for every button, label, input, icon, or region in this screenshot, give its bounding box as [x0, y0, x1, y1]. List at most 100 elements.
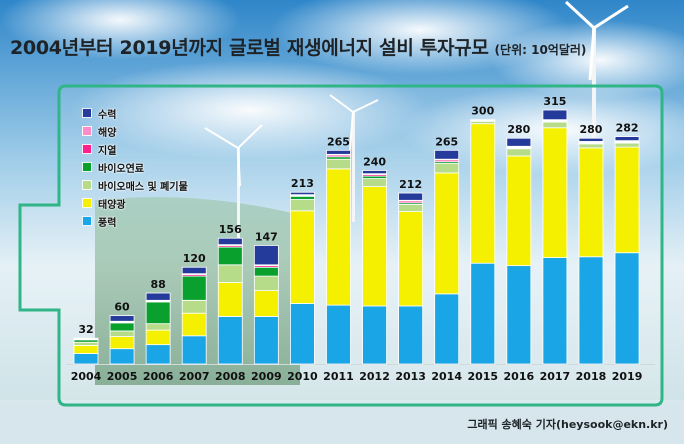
bar-segment-2004-series-0 [73, 353, 99, 365]
legend-item: 태양광 [82, 194, 188, 212]
bar-segment-2007-series-1 [181, 312, 207, 337]
bar-segment-2017-series-6 [542, 109, 568, 121]
bar-segment-2010-series-1 [290, 210, 315, 304]
bar-segment-2008-series-0 [217, 316, 243, 365]
legend-item: 수력 [82, 104, 188, 122]
legend-swatch [82, 180, 92, 190]
bar-segment-2009-series-2 [253, 275, 279, 292]
total-label-2012: 240 [363, 155, 386, 168]
bar-segment-2004-series-1 [73, 345, 99, 354]
x-tick-label-2017: 2017 [540, 370, 571, 383]
total-label-2005: 60 [114, 301, 130, 314]
bar-segment-2004-series-6 [73, 337, 99, 340]
bar-segment-2011-series-2 [326, 158, 351, 170]
bottom-band [0, 400, 684, 444]
bar-segment-2017-series-0 [542, 257, 568, 365]
bar-segment-2006-series-0 [145, 344, 171, 365]
bar-segment-2012-series-1 [362, 186, 387, 307]
bar-segment-2007-series-3 [181, 275, 207, 301]
legend-label: 태양광 [98, 199, 126, 211]
bar-segment-2011-series-0 [326, 304, 351, 365]
bar-segment-2019-series-0 [614, 252, 640, 365]
bar-segment-2016-series-2 [506, 148, 532, 157]
total-label-2009: 147 [255, 230, 278, 243]
total-label-2016: 280 [507, 123, 530, 136]
bar-segment-2013-series-0 [398, 305, 424, 365]
bar-segment-2006-series-6 [145, 292, 171, 301]
legend-swatch [82, 216, 92, 226]
bar-segment-2013-series-2 [398, 203, 424, 212]
cloud [490, 20, 684, 100]
legend-item: 바이오연료 [82, 158, 188, 176]
bar-segment-2019-series-1 [614, 146, 640, 254]
x-tick-label-2011: 2011 [323, 370, 354, 383]
bar-segment-2014-series-0 [434, 293, 460, 365]
bar-segment-2018-series-2 [578, 143, 604, 149]
chart-title: 2004년부터 2019년까지 글로벌 재생에너지 설비 투자규모 [10, 37, 489, 59]
bar-segment-2005-series-1 [109, 336, 135, 350]
bar-segment-2018-series-1 [578, 147, 604, 258]
x-tick-label-2014: 2014 [431, 370, 462, 383]
bar-segment-2013-series-6 [398, 192, 424, 201]
bar-segment-2019-series-6 [614, 136, 640, 142]
total-label-2011: 265 [327, 135, 350, 148]
bar-segment-2009-series-3 [253, 266, 279, 277]
bar-segment-2017-series-2 [542, 121, 568, 129]
legend-label: 바이오매스 및 폐기물 [98, 181, 188, 193]
total-label-2019: 282 [616, 122, 639, 135]
bar-segment-2008-series-6 [217, 237, 243, 246]
unit-note: (단위: 10억달러) [494, 43, 587, 57]
wind-turbine-icon [329, 94, 379, 222]
graphic-credit: 그래픽 송혜숙 기자(heysook@ekn.kr) [467, 418, 668, 431]
x-tick-label-2018: 2018 [576, 370, 607, 383]
legend-item: 지열 [82, 140, 188, 158]
bar-segment-2011-series-1 [326, 168, 351, 306]
wind-turbine-icon [204, 124, 263, 240]
bar-segment-2015-series-1 [470, 123, 496, 264]
legend-label: 해양 [98, 127, 117, 139]
bar-segment-2007-series-0 [181, 335, 207, 365]
x-tick-label-2009: 2009 [251, 370, 282, 383]
bar-segment-2006-series-1 [145, 329, 171, 346]
total-label-2010: 213 [291, 177, 314, 190]
x-tick-label-2012: 2012 [359, 370, 390, 383]
total-label-2013: 212 [399, 178, 422, 191]
total-label-2007: 120 [183, 252, 206, 265]
bar-segment-2006-series-3 [145, 301, 171, 325]
bar-segment-2005-series-2 [109, 330, 135, 337]
bar-segment-2016-series-0 [506, 265, 532, 365]
bar-segment-2004-series-2 [73, 341, 99, 346]
bar-segment-2008-series-3 [217, 246, 243, 266]
bar-segment-2012-series-6 [362, 170, 387, 175]
legend-item: 풍력 [82, 212, 188, 230]
bar-segment-2015-series-0 [470, 262, 496, 365]
x-tick-label-2004: 2004 [71, 370, 102, 383]
legend-swatch [82, 144, 92, 154]
legend-label: 바이오연료 [98, 163, 144, 175]
bar-segment-2010-series-2 [290, 199, 315, 212]
bar-segment-2014-series-1 [434, 172, 460, 295]
legend-swatch [82, 126, 92, 136]
bar-segment-2015-series-5 [470, 119, 496, 121]
bar-segment-2009-series-6 [253, 245, 279, 266]
x-tick-label-2008: 2008 [215, 370, 246, 383]
bar-segment-2018-series-0 [578, 256, 604, 365]
bar-segment-2006-series-2 [145, 323, 171, 331]
total-label-2006: 88 [150, 278, 165, 291]
bar-segment-2012-series-2 [362, 178, 387, 188]
bar-segment-2014-series-2 [434, 162, 460, 174]
bar-segment-2011-series-6 [326, 149, 351, 155]
bar-segment-2010-series-3 [290, 195, 315, 200]
legend-item: 바이오매스 및 폐기물 [82, 176, 188, 194]
bar-segment-2013-series-1 [398, 211, 424, 307]
bar-segment-2009-series-0 [253, 316, 279, 365]
total-label-2004: 32 [78, 323, 93, 336]
bar-segment-2005-series-6 [109, 315, 135, 322]
bar-segment-2016-series-6 [506, 137, 532, 147]
bar-segment-2018-series-6 [578, 137, 604, 142]
x-tick-label-2005: 2005 [107, 370, 138, 383]
bar-segment-2010-series-0 [290, 303, 315, 365]
